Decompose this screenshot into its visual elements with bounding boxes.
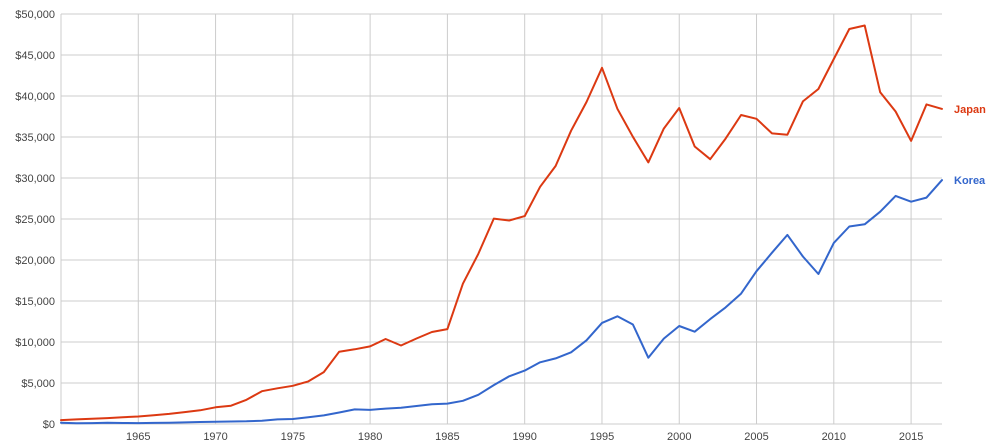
x-tick-label: 2000 bbox=[667, 431, 691, 443]
x-tick-label: 2010 bbox=[822, 431, 846, 443]
series-label-japan: Japan bbox=[954, 104, 986, 116]
y-tick-label: $45,000 bbox=[15, 50, 55, 62]
x-tick-label: 1985 bbox=[435, 431, 459, 443]
y-tick-label: $40,000 bbox=[15, 91, 55, 103]
series-line-japan bbox=[60, 24, 943, 422]
x-tick-label: 2005 bbox=[744, 431, 768, 443]
x-tick-label: 1990 bbox=[512, 431, 536, 443]
y-tick-label: $15,000 bbox=[15, 296, 55, 308]
y-tick-label: $20,000 bbox=[15, 255, 55, 267]
series-layer bbox=[60, 24, 943, 425]
x-tick-label: 2015 bbox=[899, 431, 923, 443]
y-tick-label: $5,000 bbox=[21, 378, 55, 390]
y-tick-label: $35,000 bbox=[15, 132, 55, 144]
y-tick-label: $25,000 bbox=[15, 214, 55, 226]
y-tick-label: $10,000 bbox=[15, 337, 55, 349]
x-tick-label: 1980 bbox=[358, 431, 382, 443]
x-tick-label: 1965 bbox=[126, 431, 150, 443]
y-tick-label: $0 bbox=[43, 419, 55, 431]
series-label-korea: Korea bbox=[954, 175, 986, 187]
x-tick-label: 1975 bbox=[281, 431, 305, 443]
x-tick-label: 1995 bbox=[590, 431, 614, 443]
y-tick-label: $50,000 bbox=[15, 9, 55, 21]
series-line-korea bbox=[60, 179, 943, 425]
x-tick-label: 1970 bbox=[203, 431, 227, 443]
y-tick-label: $30,000 bbox=[15, 173, 55, 185]
label-layer: Japan Korea bbox=[954, 104, 986, 187]
axis-layer: $0 $5,000 $10,000 $15,000 $20,000 $25,000 $30,… bbox=[15, 9, 942, 443]
